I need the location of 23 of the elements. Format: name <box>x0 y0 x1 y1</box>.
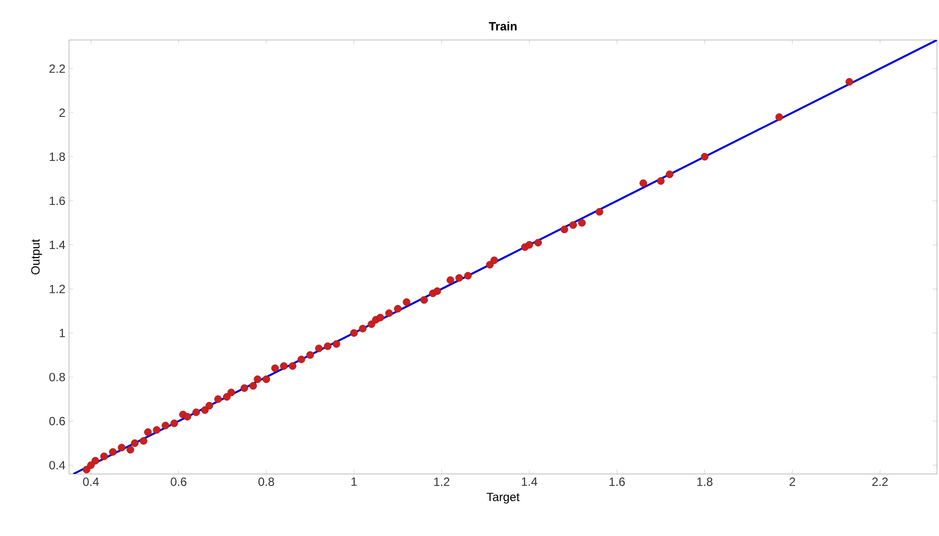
y-tick-label: 2.2 <box>49 64 65 73</box>
x-tick-label: 1 <box>352 478 357 486</box>
y-tick-label: 0.4 <box>49 460 66 470</box>
x-axis-title: Target <box>486 492 520 504</box>
y-tick-label: 1.6 <box>50 196 65 206</box>
x-tick-label: 1.6 <box>610 478 625 486</box>
x-tick-label: 1.4 <box>522 478 538 486</box>
y-tick-label: 1.2 <box>50 284 65 294</box>
x-tick-label: 0.4 <box>83 478 99 486</box>
x-tick-label: 2.2 <box>872 478 888 486</box>
x-tick-label: 0.6 <box>170 478 186 486</box>
chart-title: Train <box>488 22 517 30</box>
y-axis-title: Output <box>31 239 42 274</box>
y-tick-label: 1.4 <box>50 240 66 249</box>
x-tick-label: 1.8 <box>697 478 712 486</box>
x-tick-label: 2 <box>790 478 796 486</box>
y-tick-label: 0.6 <box>49 416 65 426</box>
y-tick-label: 1.8 <box>50 152 65 161</box>
y-tick-label: 0.8 <box>49 372 65 382</box>
y-tick-label: 2 <box>59 108 65 117</box>
x-tick-label: 0.8 <box>258 478 274 486</box>
y-tick-label: 1 <box>60 328 65 338</box>
x-tick-label: 1.2 <box>434 478 450 486</box>
